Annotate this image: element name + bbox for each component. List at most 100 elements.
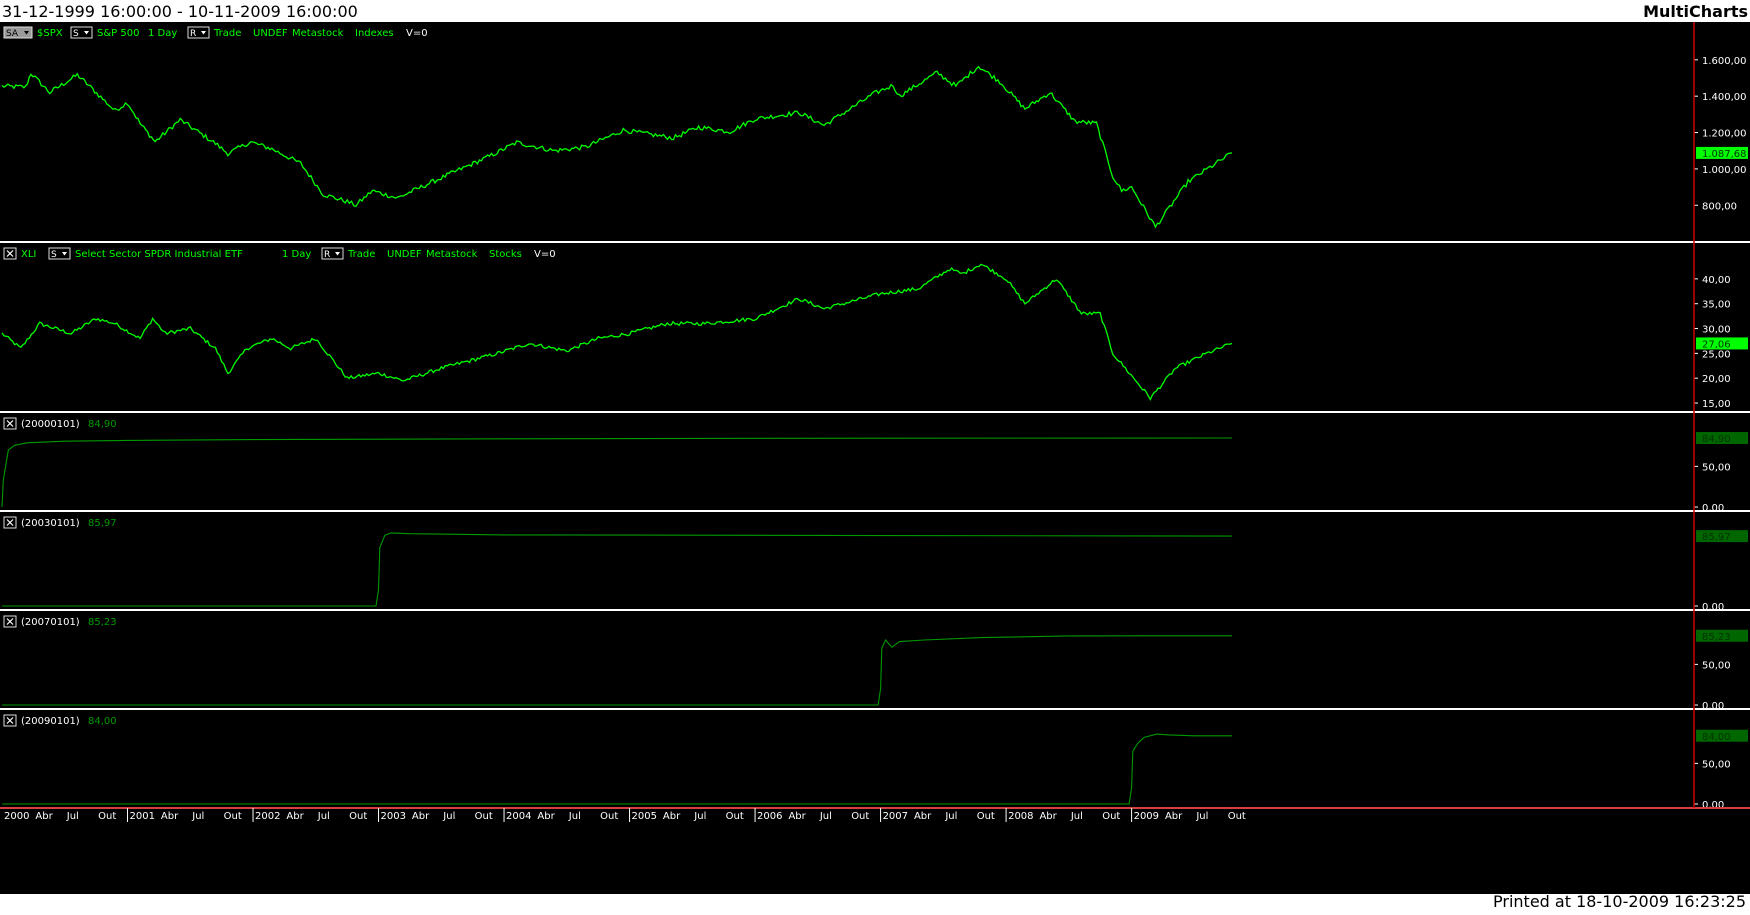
last-value-badge (1696, 337, 1748, 350)
x-tick-label: Jul (317, 811, 330, 822)
last-value-badge (1696, 432, 1748, 445)
last-value-label: 84,90 (1702, 434, 1731, 445)
data-type: Trade (213, 28, 241, 39)
close-icon (6, 420, 14, 427)
pane-current-value: 84,00 (88, 716, 117, 727)
x-tick-label: Out (349, 811, 367, 822)
series-line (1, 65, 1233, 229)
x-tick-label: Abr (35, 811, 53, 822)
close-box-frame (3, 417, 17, 430)
close-button[interactable] (3, 247, 17, 260)
x-tick-label: Jul (568, 811, 581, 822)
symbol-ticker: XLI (21, 249, 36, 260)
x-tick-label: Out (600, 811, 618, 822)
x-tick-label: 2001 (130, 811, 155, 822)
tag-box-frame (48, 247, 71, 260)
pane-current-value: 84,90 (88, 419, 117, 430)
x-tick-label: Abr (412, 811, 430, 822)
exchange: UNDEF (387, 249, 422, 260)
x-tick-label: Abr (161, 811, 179, 822)
y-tick-label: 15,00 (1702, 399, 1731, 410)
date-range: 31-12-1999 16:00:00 - 10-11-2009 16:00:0… (2, 2, 358, 21)
pane-current-value: 85,23 (88, 617, 117, 628)
data-type: Trade (347, 249, 375, 260)
settings-menu-button[interactable]: S (70, 26, 93, 39)
y-tick-label: 1.000,00 (1702, 165, 1747, 176)
last-value-label: 85,23 (1702, 632, 1731, 643)
close-button[interactable] (3, 714, 17, 727)
close-box-frame (3, 714, 17, 727)
y-tick-label: 20,00 (1702, 374, 1731, 385)
tag-box-frame (70, 26, 93, 39)
close-icon (6, 519, 14, 526)
pane-current-value: 85,97 (88, 518, 117, 529)
chart-pane-2: XLI S Select Sector SPDR Industrial ETF 1 D… (1, 247, 1748, 410)
range-menu-button[interactable]: R (187, 26, 210, 39)
tag-box-frame (321, 247, 344, 260)
close-icon (6, 250, 14, 257)
chart-canvas: SA $SPX S S&P 500 1 Day R Trade UNDEF Metastock I… (0, 22, 1750, 894)
x-tick-label: Jul (693, 811, 706, 822)
x-tick-label: Out (98, 811, 116, 822)
x-tick-label: Jul (1070, 811, 1083, 822)
x-tick-label: Jul (191, 811, 204, 822)
chevron-down-icon (24, 31, 29, 35)
exchange: UNDEF (253, 28, 288, 39)
chevron-down-icon (335, 252, 340, 256)
app-name: MultiCharts (1643, 2, 1748, 21)
x-tick-label: 2005 (632, 811, 657, 822)
x-tick-label: 2004 (506, 811, 531, 822)
close-button[interactable] (3, 615, 17, 628)
x-tick-label: Jul (442, 811, 455, 822)
last-value-label: 84,00 (1702, 732, 1731, 743)
x-tick-label: Out (726, 811, 744, 822)
y-tick-label: 1.200,00 (1702, 129, 1747, 140)
y-tick-label: 0,00 (1702, 503, 1724, 514)
tag-box-label: R (190, 29, 196, 39)
last-value-badge (1696, 530, 1748, 543)
x-tick-label: 2009 (1134, 811, 1159, 822)
x-tick-label: Out (977, 811, 995, 822)
chart-pane-4: (20030101) 85,97 0,00 85,97 (2, 516, 1748, 613)
volume-label: V=0 (534, 249, 556, 260)
category: Stocks (489, 249, 522, 260)
x-tick-label: Abr (1039, 811, 1057, 822)
y-tick-label: 35,00 (1702, 300, 1731, 311)
x-tick-label: 2002 (255, 811, 280, 822)
x-tick-label: 2007 (883, 811, 908, 822)
last-value-label: 27,06 (1702, 339, 1731, 350)
chart-pane-5: (20070101) 85,23 50,00 0,00 85,23 (2, 615, 1748, 712)
tag-box-label: R (324, 250, 330, 260)
volume-label: V=0 (406, 28, 428, 39)
series-line (1, 263, 1233, 401)
x-tick-label: Out (1228, 811, 1246, 822)
chart-pane-1: SA $SPX S S&P 500 1 Day R Trade UNDEF Metastock I… (1, 26, 1748, 229)
symbol-name: S&P 500 (97, 28, 139, 39)
last-value-badge (1696, 729, 1748, 742)
close-button[interactable] (3, 516, 17, 529)
chart-pane-6: (20090101) 84,00 50,00 0,00 84,00 (2, 714, 1748, 811)
symbol-ticker: $SPX (37, 28, 63, 39)
symbol-menu-button[interactable]: SA (3, 26, 33, 39)
y-tick-label: 50,00 (1702, 462, 1731, 473)
chart-pane-3: (20000101) 84,90 50,00 0,00 84,90 (1, 417, 1748, 514)
x-tick-label: Out (475, 811, 493, 822)
category: Indexes (355, 28, 394, 39)
last-value-label: 1.087,68 (1702, 149, 1747, 160)
settings-menu-button[interactable]: S (48, 247, 71, 260)
x-tick-label: Abr (788, 811, 806, 822)
tag-box-label: S (73, 29, 79, 39)
y-tick-label: 50,00 (1702, 759, 1731, 770)
close-button[interactable] (3, 417, 17, 430)
x-tick-label: Abr (1165, 811, 1183, 822)
title-bar: 31-12-1999 16:00:00 - 10-11-2009 16:00:0… (0, 0, 1750, 22)
x-tick-label: Jul (1195, 811, 1208, 822)
x-tick-label: Abr (537, 811, 555, 822)
close-icon (6, 717, 14, 724)
last-value-label: 85,97 (1702, 532, 1731, 543)
tag-box-label: SA (6, 29, 19, 39)
x-tick-label: Jul (944, 811, 957, 822)
resolution: 1 Day (148, 28, 177, 39)
range-menu-button[interactable]: R (321, 247, 344, 260)
data-source: Metastock (292, 28, 344, 39)
